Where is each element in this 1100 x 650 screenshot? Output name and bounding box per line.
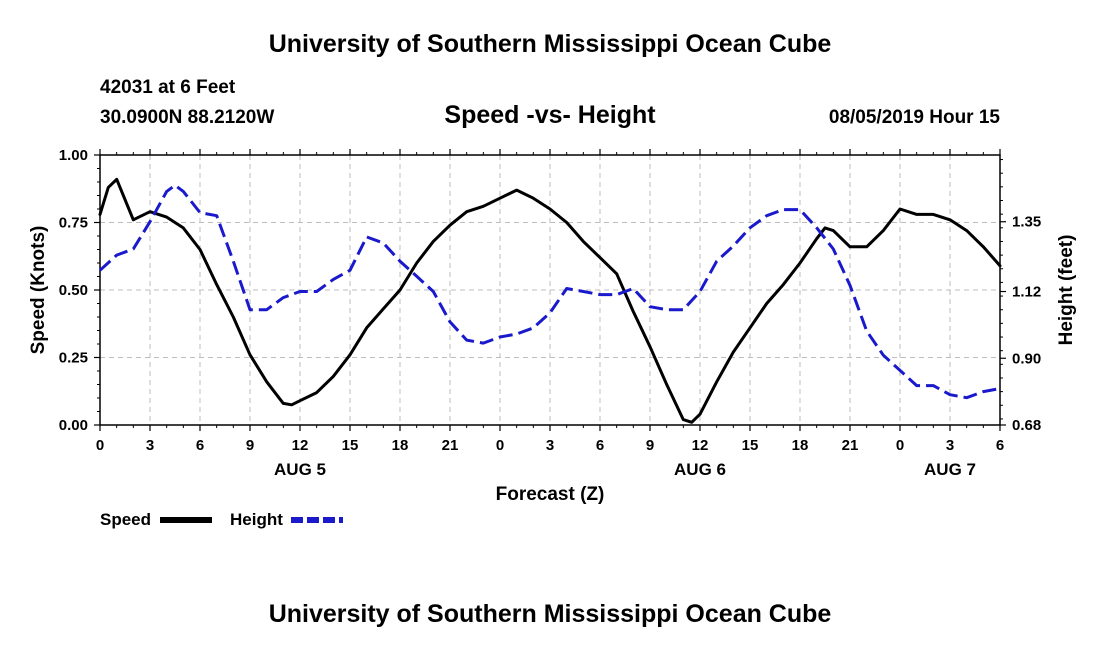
x-tick-label: 3 — [146, 437, 154, 454]
x-tick-label: 6 — [196, 437, 204, 454]
y-left-tick-label: 1.00 — [59, 147, 88, 164]
footer-title: University of Southern Mississippi Ocean… — [0, 600, 1100, 629]
day-label: AUG 5 — [274, 460, 326, 479]
x-tick-label: 0 — [96, 437, 104, 454]
y-right-tick-label: 1.12 — [1012, 284, 1041, 301]
x-tick-label: 3 — [946, 437, 954, 454]
x-tick-label: 0 — [496, 437, 504, 454]
day-label: AUG 7 — [924, 460, 976, 479]
x-tick-label: 0 — [896, 437, 904, 454]
legend: Speed Height — [100, 510, 343, 529]
x-tick-label: 6 — [996, 437, 1004, 454]
y-left-tick-label: 0.00 — [59, 417, 88, 434]
grid — [100, 155, 1000, 425]
day-label: AUG 6 — [674, 460, 726, 479]
x-tick-label: 18 — [792, 437, 809, 454]
x-axis-label: Forecast (Z) — [496, 484, 605, 505]
x-tick-label: 9 — [646, 437, 654, 454]
y-right-tick-label: 0.90 — [1012, 350, 1041, 367]
legend-height-label: Height — [230, 510, 283, 529]
y-right-tick-label: 1.35 — [1012, 214, 1041, 231]
x-tick-label: 9 — [246, 437, 254, 454]
x-tick-label: 15 — [742, 437, 759, 454]
y-right-axis-label: Height (feet) — [1056, 235, 1077, 346]
y-left-tick-label: 0.75 — [59, 215, 88, 232]
y-right-tick-label: 0.68 — [1012, 417, 1041, 434]
legend-speed-label: Speed — [100, 510, 151, 529]
x-tick-label: 12 — [692, 437, 709, 454]
y-left-tick-label: 0.50 — [59, 282, 88, 299]
x-tick-label: 6 — [596, 437, 604, 454]
x-tick-label: 12 — [292, 437, 309, 454]
x-tick-label: 21 — [842, 437, 859, 454]
x-tick-label: 21 — [442, 437, 459, 454]
x-tick-label: 3 — [546, 437, 554, 454]
y-left-axis-label: Speed (Knots) — [28, 226, 49, 355]
y-left-tick-label: 0.25 — [59, 350, 88, 367]
x-tick-label: 18 — [392, 437, 409, 454]
x-tick-label: 15 — [342, 437, 359, 454]
